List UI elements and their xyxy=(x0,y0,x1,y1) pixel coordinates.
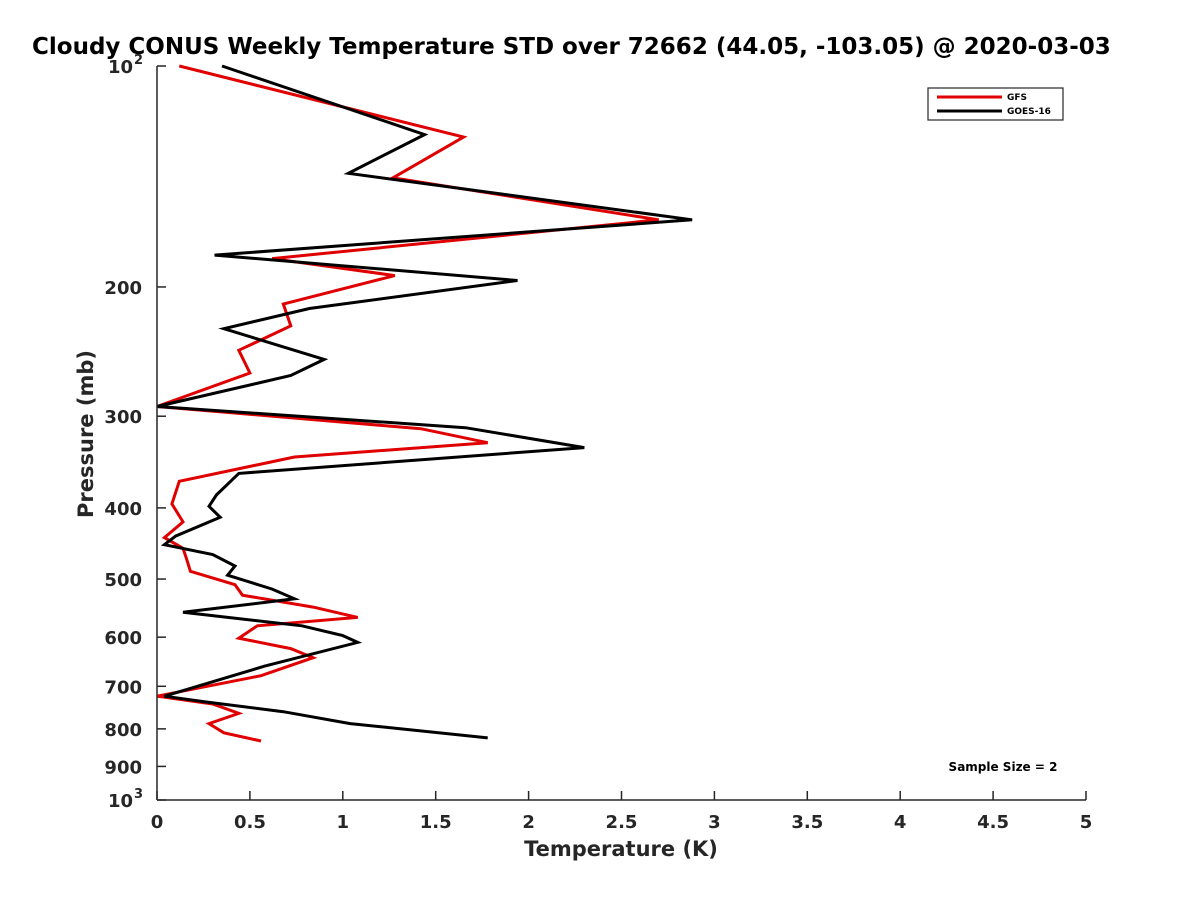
x-tick-label: 0 xyxy=(151,812,164,833)
y-tick-label: 700 xyxy=(104,677,142,698)
y-tick-label: 200 xyxy=(104,278,142,299)
x-tick-label: 4 xyxy=(894,812,907,833)
y-tick-label: 400 xyxy=(104,499,142,520)
y-tick-label-exponent: 3 xyxy=(134,787,143,802)
axes: 0 0.5 1 1.5 2 2.5 3 3.5 4 4.5 510 22003004005006007… xyxy=(104,53,1092,833)
legend-label: GOES-16 xyxy=(1007,107,1051,117)
x-tick-label: 2 xyxy=(522,812,535,833)
plot-area xyxy=(156,64,693,743)
x-axis-label: Temperature (K) xyxy=(524,837,718,861)
y-tick-label-power: 10 3 xyxy=(108,787,143,812)
y-tick-label: 900 xyxy=(104,757,142,778)
y-tick-label-base: 10 xyxy=(108,791,133,812)
y-tick-label-exponent: 2 xyxy=(134,53,143,68)
x-tick-label: 3.5 xyxy=(791,812,823,833)
legend-label: GFS xyxy=(1007,93,1027,103)
legend-box xyxy=(927,87,1064,121)
x-tick-label: 2.5 xyxy=(606,812,638,833)
y-tick-label-base: 10 xyxy=(108,57,133,78)
chart-title: Cloudy CONUS Weekly Temperature STD over… xyxy=(32,34,1111,60)
y-tick-label: 300 xyxy=(104,407,142,428)
y-tick-label: 800 xyxy=(104,720,142,741)
y-tick-label-power: 10 2 xyxy=(108,53,143,78)
legend: GFS GOES-16 xyxy=(927,87,1064,121)
x-tick-label: 0.5 xyxy=(234,812,266,833)
sample-size-annotation: Sample Size = 2 xyxy=(949,760,1058,774)
series-line-gfs xyxy=(156,64,659,743)
y-tick-label: 500 xyxy=(104,570,142,591)
x-tick-label: 3 xyxy=(708,812,721,833)
y-tick-label: 600 xyxy=(104,628,142,649)
series-line-goes-16 xyxy=(156,64,693,740)
x-tick-label: 4.5 xyxy=(977,812,1009,833)
y-axis-label: Pressure (mb) xyxy=(74,350,98,518)
x-tick-label: 1.5 xyxy=(420,812,452,833)
x-tick-label: 5 xyxy=(1080,812,1093,833)
x-tick-label: 1 xyxy=(337,812,350,833)
